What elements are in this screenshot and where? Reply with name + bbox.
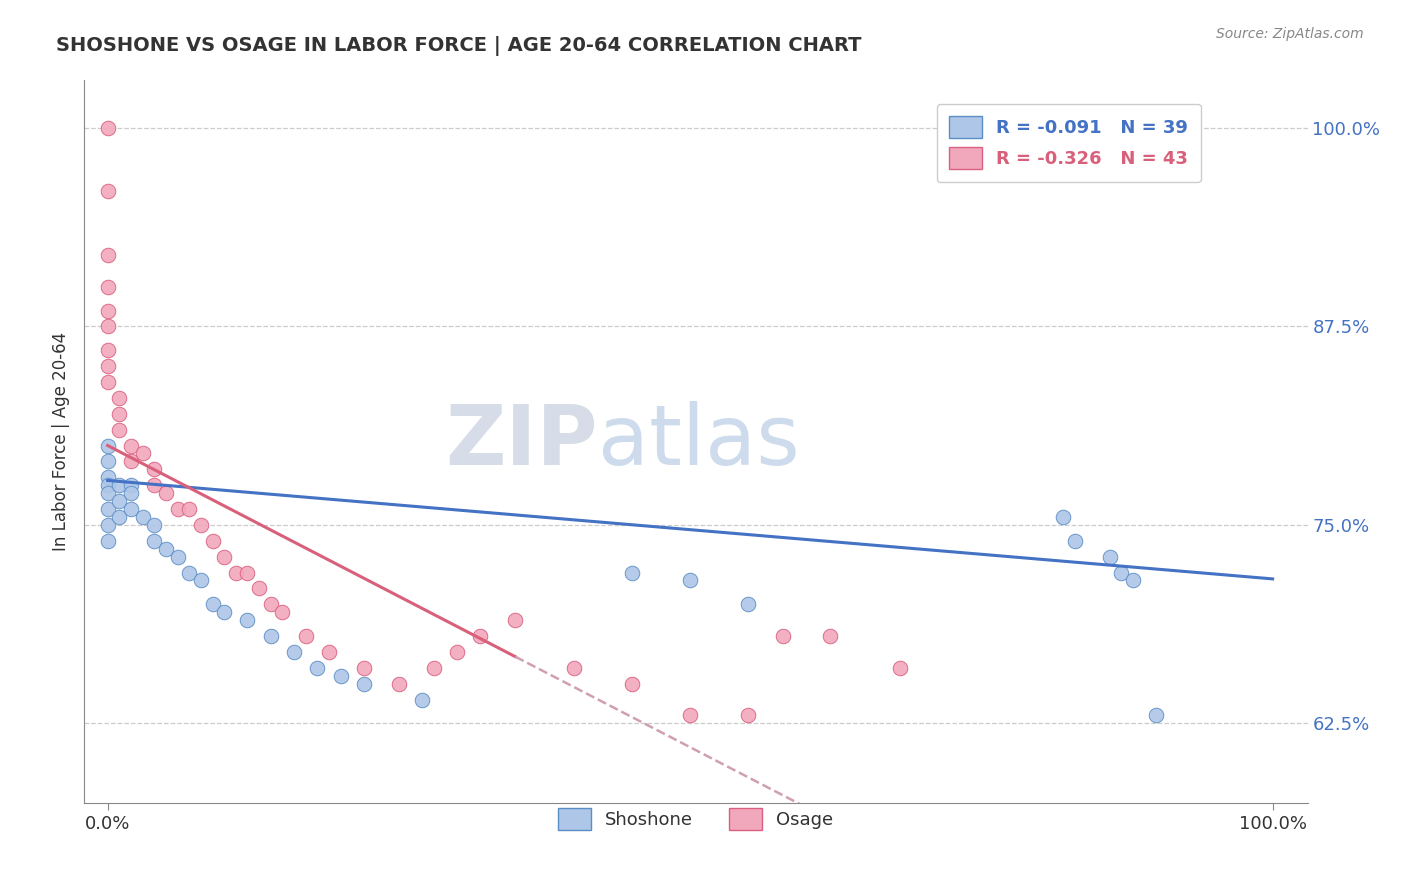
Point [97,319,120,334]
Point [212,549,235,564]
Point [201,597,224,611]
Point [143,533,166,548]
Point [108,391,131,405]
Point [236,566,259,580]
Point [97,454,120,468]
Point [97,343,120,358]
Point [353,676,375,690]
Point [108,510,131,524]
Point [155,541,177,556]
Point [423,661,446,675]
Point [329,669,352,683]
Point [97,120,120,135]
Point [271,605,294,619]
Point [97,478,120,492]
Point [120,486,142,500]
Point [505,613,527,627]
Point [260,597,283,611]
Point [562,661,585,675]
Point [97,502,120,516]
Point [679,708,702,723]
Point [283,645,305,659]
Point [201,533,224,548]
Point [1052,510,1074,524]
Point [212,605,235,619]
Point [155,486,177,500]
Point [131,446,153,460]
Point [889,661,911,675]
Point [108,407,131,421]
Point [120,502,142,516]
Text: Source: ZipAtlas.com: Source: ZipAtlas.com [1216,27,1364,41]
Point [1098,549,1121,564]
Point [120,478,142,492]
Point [166,502,188,516]
Point [294,629,316,643]
Y-axis label: In Labor Force | Age 20-64: In Labor Force | Age 20-64 [52,332,70,551]
Point [108,494,131,508]
Point [353,661,375,675]
Legend: Shoshone, Osage: Shoshone, Osage [551,801,841,837]
Point [470,629,492,643]
Point [166,549,188,564]
Point [190,517,212,532]
Text: atlas: atlas [598,401,800,482]
Point [143,462,166,476]
Point [143,478,166,492]
Point [772,629,794,643]
Text: SHOSHONE VS OSAGE IN LABOR FORCE | AGE 20-64 CORRELATION CHART: SHOSHONE VS OSAGE IN LABOR FORCE | AGE 2… [56,36,862,55]
Text: ZIP: ZIP [446,401,598,482]
Point [818,629,841,643]
Point [737,708,759,723]
Point [620,566,643,580]
Point [190,574,212,588]
Point [108,423,131,437]
Point [307,661,329,675]
Point [1144,708,1167,723]
Point [1122,574,1144,588]
Point [179,566,201,580]
Point [108,478,131,492]
Point [1063,533,1085,548]
Point [260,629,283,643]
Point [318,645,340,659]
Point [1109,566,1132,580]
Point [97,303,120,318]
Point [236,613,259,627]
Point [97,517,120,532]
Point [737,597,759,611]
Point [97,279,120,293]
Point [97,470,120,484]
Point [97,533,120,548]
Point [179,502,201,516]
Point [143,517,166,532]
Point [247,582,270,596]
Point [97,248,120,262]
Point [97,359,120,373]
Point [97,375,120,389]
Point [679,574,702,588]
Point [446,645,468,659]
Point [120,454,142,468]
Point [97,185,120,199]
Point [411,692,433,706]
Point [620,676,643,690]
Point [97,486,120,500]
Point [388,676,411,690]
Point [97,438,120,452]
Point [120,438,142,452]
Point [131,510,153,524]
Point [225,566,247,580]
